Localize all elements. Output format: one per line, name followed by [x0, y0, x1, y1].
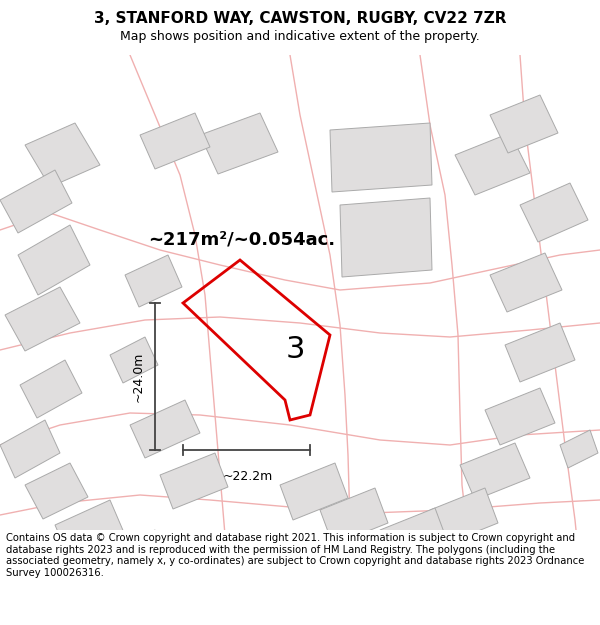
- Polygon shape: [160, 453, 228, 509]
- Polygon shape: [0, 420, 60, 478]
- Polygon shape: [100, 530, 170, 590]
- Polygon shape: [130, 400, 200, 458]
- Polygon shape: [25, 123, 100, 187]
- Polygon shape: [320, 488, 388, 545]
- Polygon shape: [520, 183, 588, 242]
- Polygon shape: [485, 388, 555, 445]
- Polygon shape: [560, 430, 598, 468]
- Polygon shape: [280, 463, 348, 520]
- Polygon shape: [55, 500, 125, 560]
- Polygon shape: [505, 323, 575, 382]
- Polygon shape: [0, 170, 72, 233]
- Text: ~24.0m: ~24.0m: [131, 352, 145, 402]
- Polygon shape: [20, 360, 82, 418]
- Polygon shape: [140, 113, 210, 169]
- Polygon shape: [110, 337, 158, 383]
- Polygon shape: [330, 123, 432, 192]
- Polygon shape: [18, 225, 90, 295]
- Text: ~22.2m: ~22.2m: [223, 470, 273, 483]
- Polygon shape: [25, 463, 88, 519]
- Polygon shape: [380, 508, 448, 565]
- Polygon shape: [460, 443, 530, 500]
- Polygon shape: [490, 95, 558, 153]
- Text: Contains OS data © Crown copyright and database right 2021. This information is : Contains OS data © Crown copyright and d…: [6, 533, 584, 578]
- Text: ~217m²/~0.054ac.: ~217m²/~0.054ac.: [148, 230, 335, 248]
- Polygon shape: [430, 488, 498, 545]
- Polygon shape: [5, 287, 80, 351]
- Polygon shape: [125, 255, 182, 307]
- Polygon shape: [340, 198, 432, 277]
- Text: 3: 3: [285, 336, 305, 364]
- Polygon shape: [490, 253, 562, 312]
- Polygon shape: [455, 133, 530, 195]
- Text: Map shows position and indicative extent of the property.: Map shows position and indicative extent…: [120, 30, 480, 43]
- Text: 3, STANFORD WAY, CAWSTON, RUGBY, CV22 7ZR: 3, STANFORD WAY, CAWSTON, RUGBY, CV22 7Z…: [94, 11, 506, 26]
- Polygon shape: [200, 113, 278, 174]
